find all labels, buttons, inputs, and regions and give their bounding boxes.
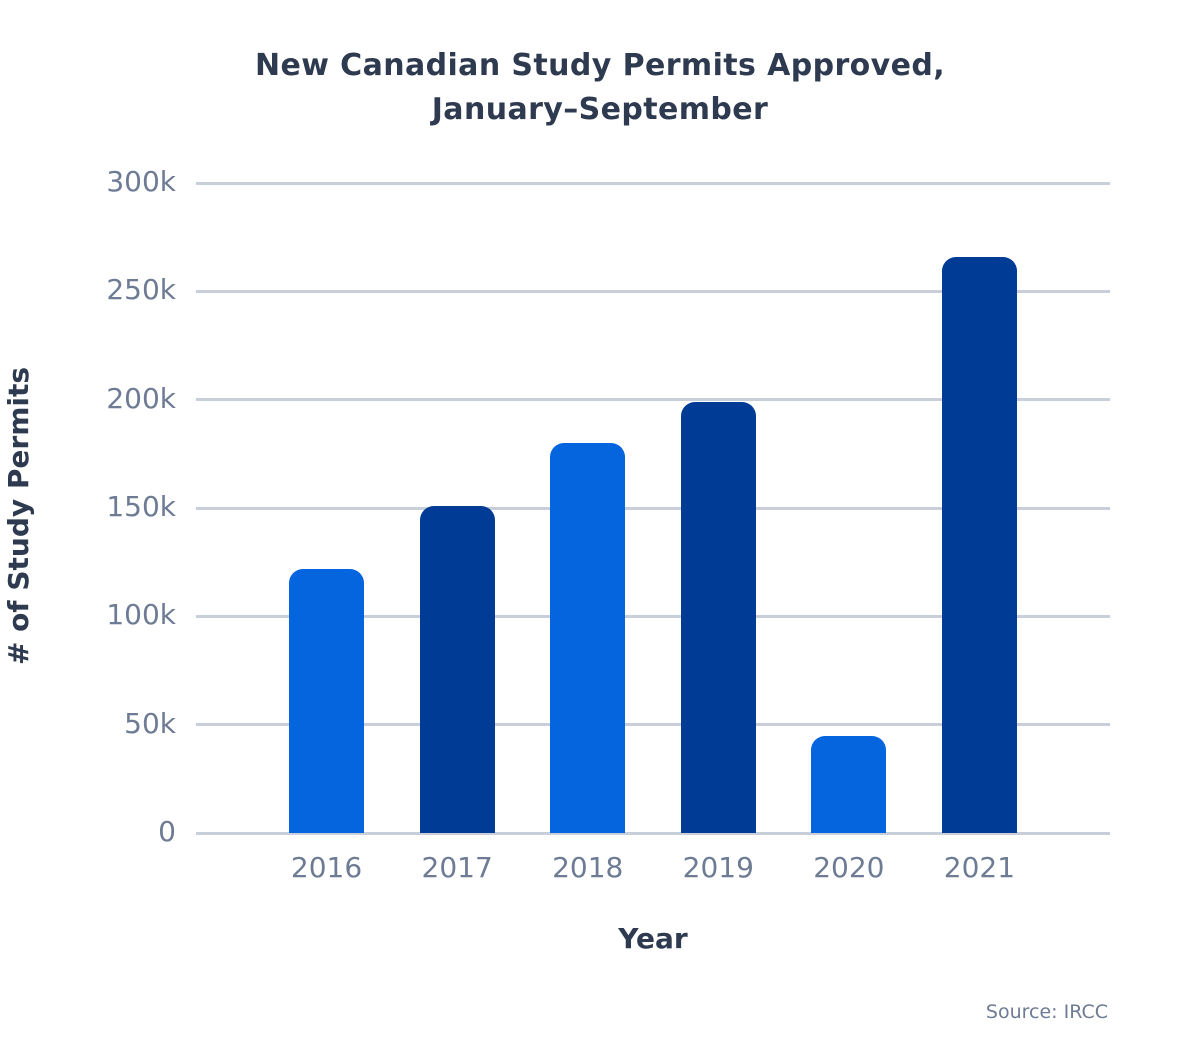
gridline-300k [196,181,1110,185]
bar-2021 [941,256,1017,833]
chart-title-line-1: New Canadian Study Permits Approved, [254,48,946,83]
x-tick-label-2018: 2018 [552,851,624,884]
gridline-250k [196,289,1110,293]
y-tick-label-150k: 150k [106,490,176,523]
y-axis-title: # of Study Permits [2,366,35,666]
y-tick-label-50k: 50k [124,706,176,740]
bar-2020 [811,735,887,833]
chart-title-line-2: January–September [431,91,769,127]
y-tick-label-250k: 250k [106,273,176,307]
x-tick-label-2020: 2020 [813,851,885,884]
gridline-200k [196,398,1110,402]
bar-2019 [680,401,756,833]
x-tick-label-2017: 2017 [421,851,493,884]
bar-2018 [550,443,626,833]
y-tick-label-0: 0 [158,815,176,848]
gridline-100k [196,614,1110,618]
x-tick-label-2021: 2021 [943,851,1016,884]
source-note: Source: IRCC [985,1001,1108,1023]
gridline-0 [196,831,1110,835]
bar-2017 [419,505,495,833]
plot-area: 0 50k 100k 150k 200k 250k 300k 2016 2017 2018 2019… [106,165,1110,884]
x-tick-label-2016: 2016 [290,851,363,884]
gridline-50k [196,723,1110,727]
bar-2016 [289,568,365,833]
y-tick-label-300k: 300k [106,165,176,198]
x-tick-label-2019: 2019 [682,851,754,884]
x-axis-title: Year [618,922,688,955]
y-tick-label-100k: 100k [106,598,176,632]
chart-title: New Canadian Study Permits Approved, Jan… [0,44,1200,131]
gridline-150k [196,506,1110,510]
y-tick-label-200k: 200k [106,381,176,415]
